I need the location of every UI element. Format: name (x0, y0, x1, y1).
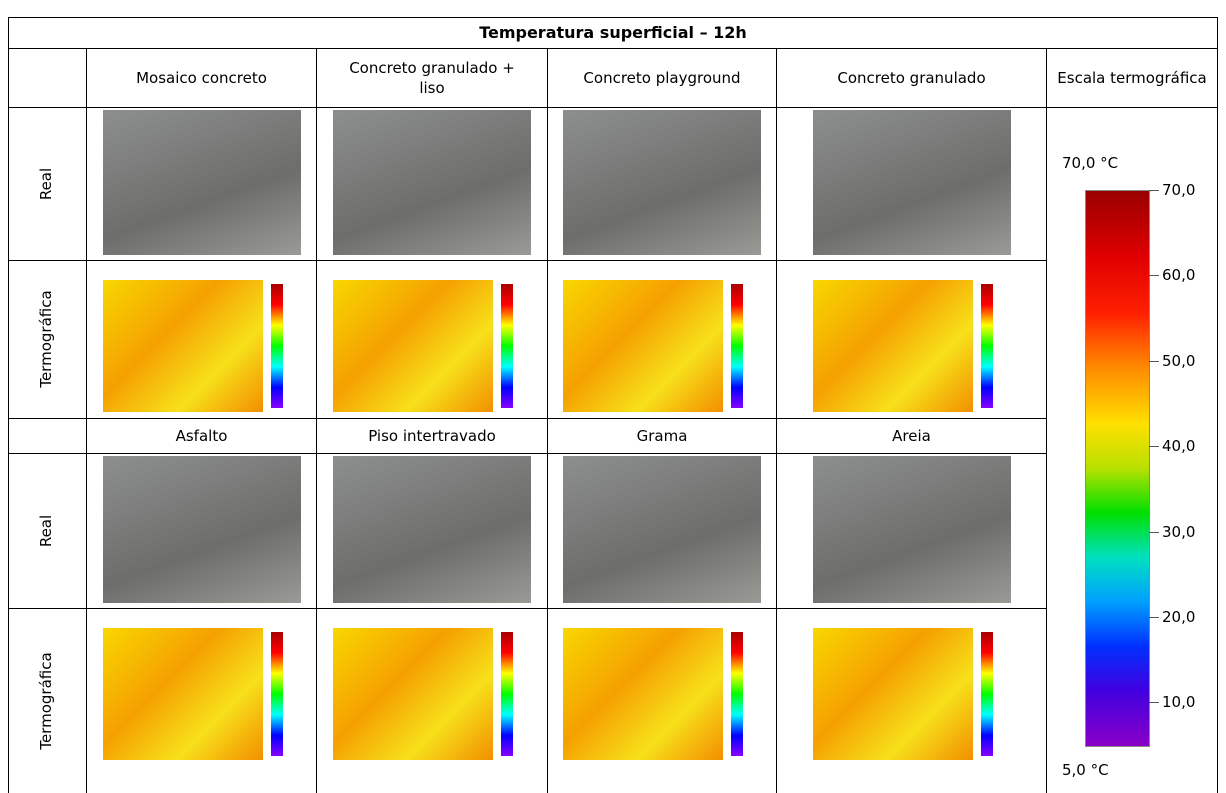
row-label: Real (37, 124, 57, 244)
photo (333, 110, 531, 255)
scale-tick-label: 70,0 (1162, 180, 1212, 200)
color-scale-bar (1085, 190, 1150, 747)
row-label: Real (37, 471, 57, 591)
column-header: Concreto granulado (777, 49, 1046, 107)
border (1217, 17, 1218, 793)
page: Temperatura superficial – 12h Escala ter… (0, 0, 1226, 793)
border (8, 608, 1046, 609)
scale-tick-label: 40,0 (1162, 436, 1212, 456)
scale-tick-label: 50,0 (1162, 351, 1212, 371)
row-label: Termográfica (37, 641, 57, 761)
thermal-image (103, 628, 263, 760)
table-title: Temperatura superficial – 12h (8, 18, 1218, 48)
border (8, 107, 1218, 108)
scale-tick (1149, 702, 1159, 703)
scale-tick (1149, 275, 1159, 276)
thermal-mini-scale (981, 284, 993, 408)
thermal-image (813, 628, 973, 760)
scale-tick-label: 30,0 (1162, 522, 1212, 542)
thermal-image (103, 280, 263, 412)
photo (813, 456, 1011, 603)
scale-tick (1149, 446, 1159, 447)
photo (333, 456, 531, 603)
thermal-image (563, 280, 723, 412)
column-header: Areia (777, 419, 1046, 453)
scale-title: Escala termográfica (1047, 49, 1217, 107)
column-header: Concreto granulado + liso (317, 49, 547, 107)
photo (103, 456, 301, 603)
border (8, 260, 1046, 261)
thermal-image (333, 628, 493, 760)
photo (563, 110, 761, 255)
photo (103, 110, 301, 255)
thermal-image (333, 280, 493, 412)
row-label: Termográfica (37, 279, 57, 399)
scale-tick (1149, 617, 1159, 618)
scale-tick-label: 60,0 (1162, 265, 1212, 285)
border (1046, 48, 1047, 793)
column-header: Piso intertravado (317, 419, 547, 453)
scale-max-label: 70,0 °C (1062, 153, 1132, 173)
scale-tick (1149, 190, 1159, 191)
thermal-mini-scale (981, 632, 993, 756)
photo (563, 456, 761, 603)
column-header: Concreto playground (548, 49, 776, 107)
column-header: Grama (548, 419, 776, 453)
column-header: Mosaico concreto (87, 49, 316, 107)
scale-tick-label: 20,0 (1162, 607, 1212, 627)
thermal-image (813, 280, 973, 412)
thermal-mini-scale (271, 632, 283, 756)
thermal-mini-scale (271, 284, 283, 408)
border (8, 17, 9, 793)
thermal-mini-scale (731, 284, 743, 408)
scale-tick (1149, 532, 1159, 533)
thermal-mini-scale (501, 632, 513, 756)
thermal-image (563, 628, 723, 760)
column-header: Asfalto (87, 419, 316, 453)
photo (813, 110, 1011, 255)
thermal-mini-scale (501, 284, 513, 408)
scale-min-label: 5,0 °C (1062, 760, 1132, 780)
scale-tick (1149, 361, 1159, 362)
scale-tick-label: 10,0 (1162, 692, 1212, 712)
thermal-mini-scale (731, 632, 743, 756)
border (8, 453, 1046, 454)
